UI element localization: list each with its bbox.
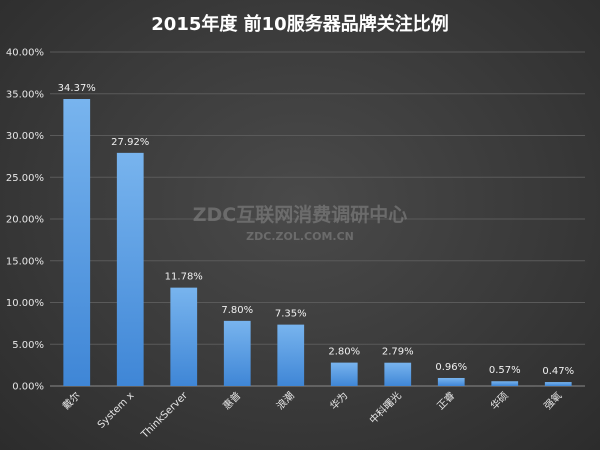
bar <box>116 152 144 386</box>
x-tick-label: 惠普 <box>220 389 243 412</box>
x-tick-label: 华为 <box>327 389 350 412</box>
data-label: 7.80% <box>221 305 253 316</box>
y-tick-label: 25.00% <box>6 173 44 184</box>
x-tick-label: 强氧 <box>541 389 564 412</box>
data-label: 2.79% <box>382 347 414 358</box>
data-label: 0.57% <box>489 365 521 376</box>
bar <box>544 382 572 386</box>
x-tick-label: System x <box>96 390 137 431</box>
x-tick-label: 戴尔 <box>60 389 83 412</box>
data-label: 2.80% <box>328 347 360 358</box>
data-label: 34.37% <box>58 83 96 94</box>
bar <box>330 362 358 386</box>
bar <box>277 324 305 386</box>
y-tick-label: 30.00% <box>6 131 44 142</box>
bar <box>63 99 91 386</box>
x-tick-label: 华硕 <box>488 389 511 412</box>
bar <box>170 287 198 386</box>
data-label: 7.35% <box>275 309 307 320</box>
y-tick-label: 10.00% <box>6 298 44 309</box>
bar <box>384 362 412 386</box>
data-label: 27.92% <box>111 137 149 148</box>
x-tick-label: ThinkServer <box>139 390 191 442</box>
data-label: 0.96% <box>435 362 467 373</box>
x-tick-label: 中科曙光 <box>366 389 403 426</box>
bar <box>437 377 465 386</box>
chart-title: 2015年度 前10服务器品牌关注比例 <box>151 13 448 35</box>
watermark-line1: ZDC互联网消费调研中心 <box>193 203 408 226</box>
y-tick-label: 15.00% <box>6 256 44 267</box>
x-tick-label: 浪潮 <box>274 389 297 412</box>
y-tick-label: 35.00% <box>6 89 44 100</box>
y-tick-label: 40.00% <box>6 48 44 59</box>
y-tick-label: 20.00% <box>6 215 44 226</box>
data-label: 0.47% <box>542 366 574 377</box>
y-tick-label: 5.00% <box>12 340 44 351</box>
y-tick-label: 0.00% <box>12 382 44 393</box>
watermark-line2: ZDC.ZOL.COM.CN <box>246 230 354 243</box>
x-tick-label: 正睿 <box>434 389 457 412</box>
bar <box>491 381 519 386</box>
bar <box>223 320 251 386</box>
data-label: 11.78% <box>165 272 203 283</box>
